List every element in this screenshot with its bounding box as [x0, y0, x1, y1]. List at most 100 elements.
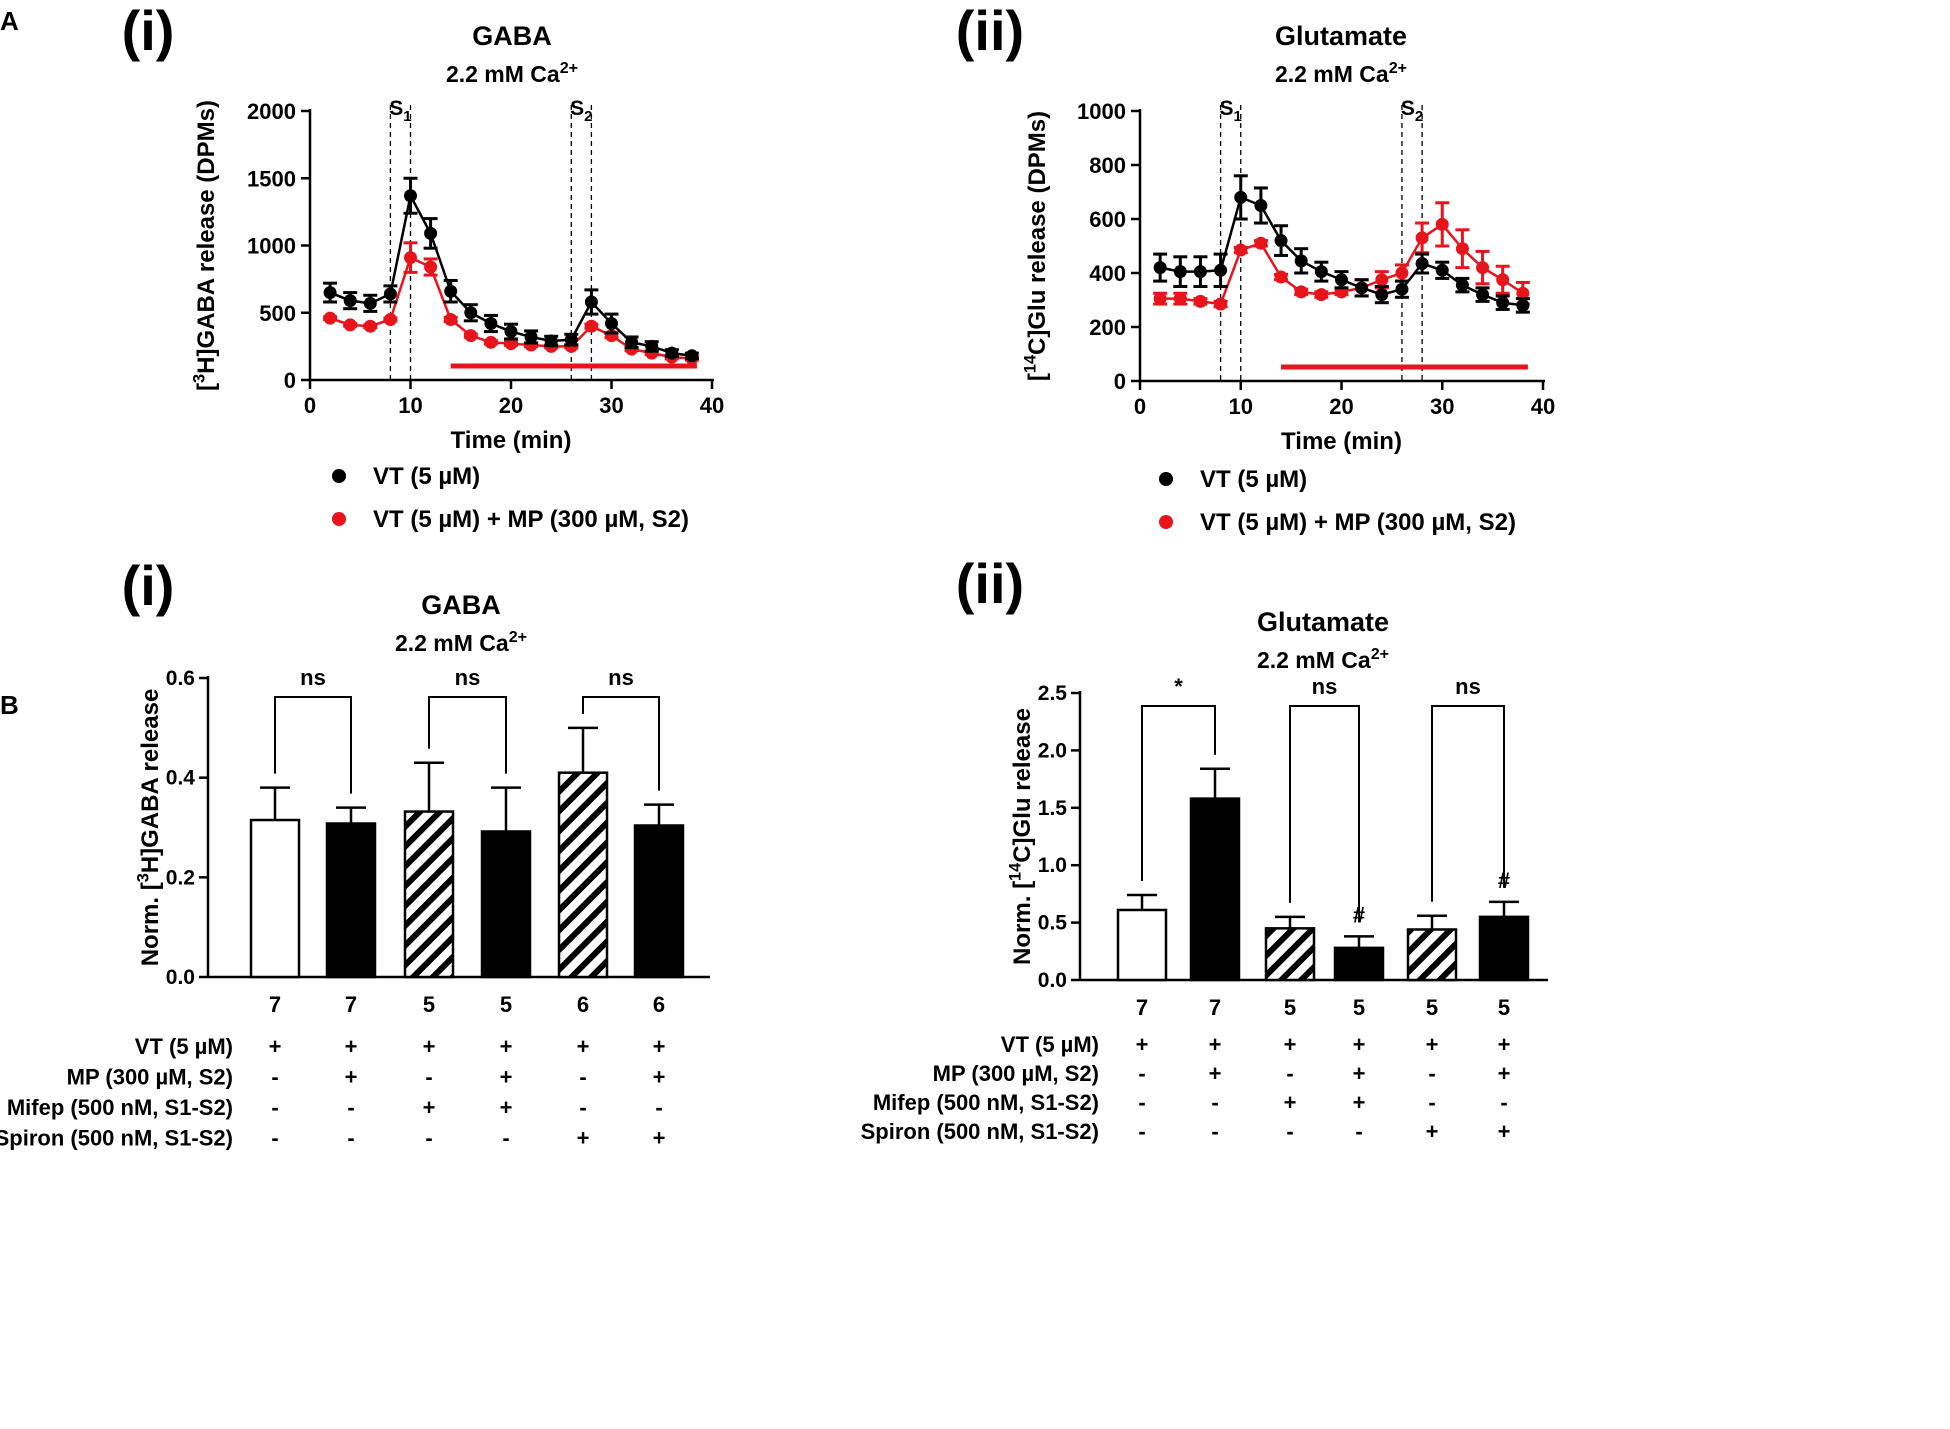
significance-label: ns [608, 665, 634, 690]
y-tick-label: 0.5 [1038, 912, 1068, 935]
panel-letter-b: B [0, 690, 19, 720]
y-tick-label: 1.5 [1038, 797, 1068, 820]
treatment-row-label: MP (300 µM, S2) [67, 1065, 233, 1090]
data-point [1314, 288, 1328, 302]
significance-label: ns [300, 665, 326, 690]
significance-bracket [1289, 705, 1360, 923]
y-axis-label-post: C]Glu release [1009, 708, 1036, 863]
y-axis-label-sup: 14 [1006, 863, 1024, 881]
y-tick-label: 0 [1114, 369, 1126, 394]
data-point [1415, 231, 1429, 245]
y-axis-label: [14C]Glu release (DPMs) [1021, 111, 1051, 381]
y-tick-label: 200 [1089, 315, 1126, 340]
significance-label: ns [1312, 674, 1338, 699]
y-axis-label-pre: [ [1024, 373, 1051, 381]
y-tick-label: 0.0 [1038, 969, 1067, 992]
data-point [625, 335, 639, 349]
treatment-row-label: MP (300 µM, S2) [933, 1061, 1099, 1086]
chart-title: Glutamate [1257, 607, 1389, 637]
data-point [605, 317, 618, 331]
panel-label: (i) [122, 554, 175, 617]
data-point [1234, 190, 1248, 204]
data-point [444, 312, 458, 326]
data-point [584, 319, 598, 333]
data-point [645, 339, 659, 353]
y-tick-label: 2000 [247, 99, 296, 124]
stim-label-main: S [570, 97, 584, 120]
data-point [665, 346, 679, 360]
data-point [685, 349, 699, 363]
data-point [1274, 270, 1288, 284]
treatment-sign: - [1138, 1119, 1145, 1144]
x-axis-label: Time (min) [1281, 428, 1402, 455]
y-tick-label: 0 [284, 368, 296, 393]
series-vt [323, 176, 699, 363]
y-axis-label: Norm. [3H]GABA release [134, 689, 164, 967]
y-axis-label-post: C]Glu release (DPMs) [1024, 111, 1051, 355]
data-point [363, 296, 377, 310]
chart-subtitle: 2.2 mM Ca2+ [1275, 59, 1407, 87]
bar [403, 810, 455, 979]
treatment-sign: + [423, 1095, 436, 1120]
data-point [1173, 265, 1187, 279]
data-point [383, 287, 397, 301]
n-label: 5 [1284, 995, 1296, 1020]
data-point [1415, 257, 1429, 271]
y-axis-label-sup: 3 [134, 873, 152, 882]
y-tick-label: 1500 [247, 166, 296, 191]
legend-marker-vt-mp [332, 512, 346, 526]
treatment-sign: - [1286, 1061, 1293, 1086]
treatment-sign: + [1284, 1090, 1297, 1115]
data-point [323, 311, 337, 325]
x-tick-label: 10 [398, 393, 422, 418]
stim-label-main: S [389, 97, 403, 120]
x-tick-label: 20 [499, 393, 523, 418]
data-point [444, 284, 458, 298]
y-tick-label: 400 [1089, 261, 1126, 286]
treatment-sign: + [1284, 1032, 1297, 1057]
bar [325, 822, 377, 979]
data-point [383, 312, 397, 326]
data-point [343, 318, 357, 332]
chart-subtitle-main: 2.2 mM Ca [1257, 647, 1371, 673]
significance-bracket [1141, 705, 1216, 882]
data-point [484, 335, 498, 349]
treatment-sign: + [1498, 1119, 1511, 1144]
n-label: 5 [1498, 995, 1510, 1020]
data-point [524, 330, 538, 344]
y-tick-label: 0.6 [166, 667, 195, 690]
bar [557, 771, 609, 979]
data-point [1193, 265, 1207, 279]
data-point [484, 317, 498, 331]
n-label: 7 [269, 992, 281, 1017]
significance-bracket [582, 696, 660, 791]
bar [1406, 928, 1458, 982]
y-axis-label-post: H]GABA release [137, 689, 164, 874]
bar [480, 830, 532, 979]
chart-subtitle-main: 2.2 mM Ca [446, 61, 560, 87]
y-tick-label: 0.2 [166, 866, 195, 889]
chart-title: GABA [421, 590, 501, 620]
n-label: 6 [653, 992, 665, 1017]
data-point [1516, 286, 1530, 300]
treatment-sign: - [1500, 1090, 1507, 1115]
data-point [1153, 292, 1167, 306]
data-point [1516, 298, 1530, 312]
data-point [464, 306, 478, 320]
y-tick-label: 0.0 [166, 966, 195, 989]
data-point [1274, 234, 1288, 248]
treatment-sign: + [1498, 1061, 1511, 1086]
treatment-row-label: Mifep (500 nM, S1-S2) [7, 1095, 233, 1120]
data-point [1375, 273, 1389, 287]
treatment-sign: + [345, 1065, 358, 1090]
chart-subtitle-sup: 2+ [509, 628, 527, 646]
treatment-sign: - [1286, 1119, 1293, 1144]
treatment-sign: + [1353, 1032, 1366, 1057]
treatment-sign: + [577, 1034, 590, 1059]
legend-label-vt-mp: VT (5 µM) + MP (300 µM, S2) [1200, 509, 1516, 536]
significance-bracket [428, 696, 507, 774]
data-point [1375, 288, 1389, 302]
chart-subtitle-main: 2.2 mM Ca [1275, 61, 1389, 87]
data-point [464, 329, 478, 343]
bar [249, 818, 301, 979]
